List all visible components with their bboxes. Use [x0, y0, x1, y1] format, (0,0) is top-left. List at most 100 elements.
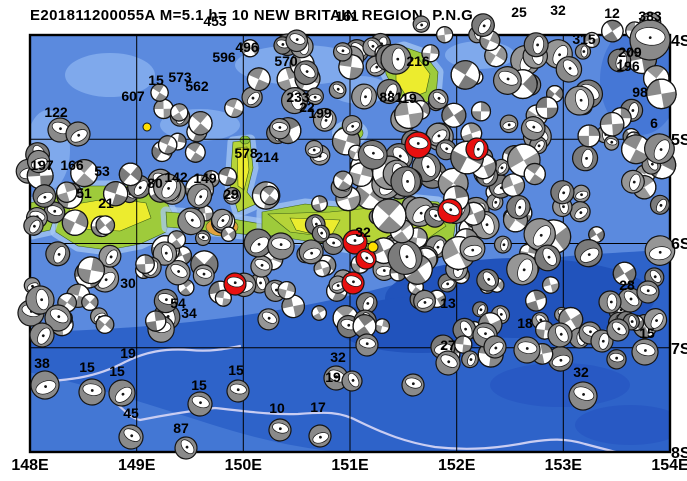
depth-label: 607: [121, 88, 145, 104]
depth-label: 233: [286, 89, 310, 105]
focal-mechanism: [547, 322, 573, 348]
depth-label: 573: [168, 69, 192, 85]
focal-mechanism: [311, 224, 330, 243]
bathymetry-patch: [575, 405, 670, 445]
y-axis-label: 6S: [671, 236, 687, 253]
focal-mechanism: [568, 381, 598, 411]
focal-mechanism: [153, 173, 182, 202]
focal-mechanism: [520, 116, 546, 141]
depth-label: 315: [572, 31, 596, 47]
depth-label: 80: [147, 175, 163, 191]
depth-label: 21: [98, 195, 114, 211]
focal-mechanism: [577, 124, 601, 148]
focal-mechanism: [646, 78, 677, 110]
focal-mechanism: [492, 66, 522, 95]
x-axis-label: 149E: [118, 457, 156, 474]
focal-mechanism: [118, 424, 144, 450]
focal-mechanism: [285, 29, 309, 53]
focal-mechanism: [454, 335, 473, 354]
y-axis-label: 5S: [671, 132, 687, 149]
depth-label: 496: [235, 39, 259, 55]
focal-mechanism: [70, 159, 99, 188]
trench-layer: [30, 344, 621, 452]
depth-label: 22: [299, 99, 315, 115]
depth-label: 209: [618, 44, 642, 60]
focal-mechanism: [29, 322, 55, 348]
focal-mechanism: [165, 259, 191, 286]
depth-label: 10: [269, 400, 285, 416]
focal-mechanism: [341, 115, 363, 136]
focal-mechanism: [241, 86, 263, 108]
focal-mechanism: [145, 310, 167, 332]
focal-mechanism: [152, 241, 178, 266]
focal-mechanism: [281, 87, 309, 115]
depth-label: 32: [330, 349, 346, 365]
focal-mechanism: [243, 228, 273, 258]
depth-label: 15: [639, 325, 655, 341]
focal-mechanism: [174, 436, 198, 460]
focal-mechanism: [61, 209, 89, 236]
focal-mechanism: [23, 215, 44, 236]
focal-mechanism: [523, 162, 546, 186]
focal-mechanism: [304, 139, 324, 159]
focal-mechanism: [427, 88, 449, 110]
focal-mechanism: [421, 44, 440, 63]
focal-mechanism: [153, 288, 179, 314]
bathymetry-patch: [30, 372, 340, 452]
focal-mechanism: [98, 244, 122, 268]
depth-label: 19: [325, 369, 341, 385]
focal-mechanism: [81, 293, 99, 311]
focal-mechanism: [328, 275, 348, 294]
focal-mechanism: [501, 173, 526, 197]
depth-label: 216: [406, 53, 430, 69]
focal-mechanism: [435, 350, 461, 376]
focal-mechanism: [240, 39, 260, 58]
depth-label: 453: [203, 13, 227, 29]
focal-mechanism: [506, 253, 539, 286]
focal-mechanism: [352, 314, 377, 339]
focal-mechanism: [170, 103, 189, 122]
depth-label: 15: [148, 72, 164, 88]
focal-mechanism: [357, 139, 388, 170]
depth-label: 149: [193, 170, 217, 186]
focal-mechanism: [306, 87, 324, 106]
depth-label: 13: [440, 295, 456, 311]
focal-mechanism: [95, 215, 116, 236]
focal-mechanism: [108, 379, 136, 407]
focal-mechanism: [78, 378, 106, 406]
depth-label: 25: [511, 4, 527, 20]
depth-label: 161: [335, 8, 359, 24]
focal-mechanism: [187, 391, 213, 417]
focal-mechanism: [535, 96, 559, 120]
focal-mechanism: [341, 370, 363, 392]
depth-label: 32: [573, 364, 589, 380]
focal-mechanism: [157, 135, 178, 155]
focal-mechanism: [351, 83, 378, 110]
focal-mechanism-red: [404, 131, 432, 159]
focal-mechanism: [332, 170, 354, 191]
focal-mechanism: [298, 239, 324, 265]
x-axis-label: 148E: [11, 457, 49, 474]
focal-mechanism: [412, 15, 430, 33]
focal-mechanism: [95, 315, 115, 334]
focal-mechanism-red: [342, 229, 368, 255]
focal-mechanism: [525, 289, 548, 312]
focal-mechanism: [555, 56, 583, 83]
focal-mechanism: [268, 418, 292, 442]
focal-mechanism: [355, 333, 379, 357]
x-axis-label: 150E: [225, 457, 263, 474]
depth-label: 15: [79, 359, 95, 375]
focal-mechanism: [267, 232, 295, 260]
focal-mechanism: [470, 101, 492, 122]
focal-mechanism: [77, 256, 105, 285]
focal-mechanism: [223, 186, 242, 205]
focal-mechanism: [32, 184, 57, 208]
depth-label: 15: [228, 362, 244, 378]
depth-label: 199: [308, 105, 332, 121]
focal-mechanism: [590, 329, 614, 353]
focal-mechanism: [387, 239, 423, 275]
depth-label: 38: [34, 355, 50, 371]
depth-label: 51: [76, 185, 92, 201]
focal-mechanism: [506, 194, 531, 220]
